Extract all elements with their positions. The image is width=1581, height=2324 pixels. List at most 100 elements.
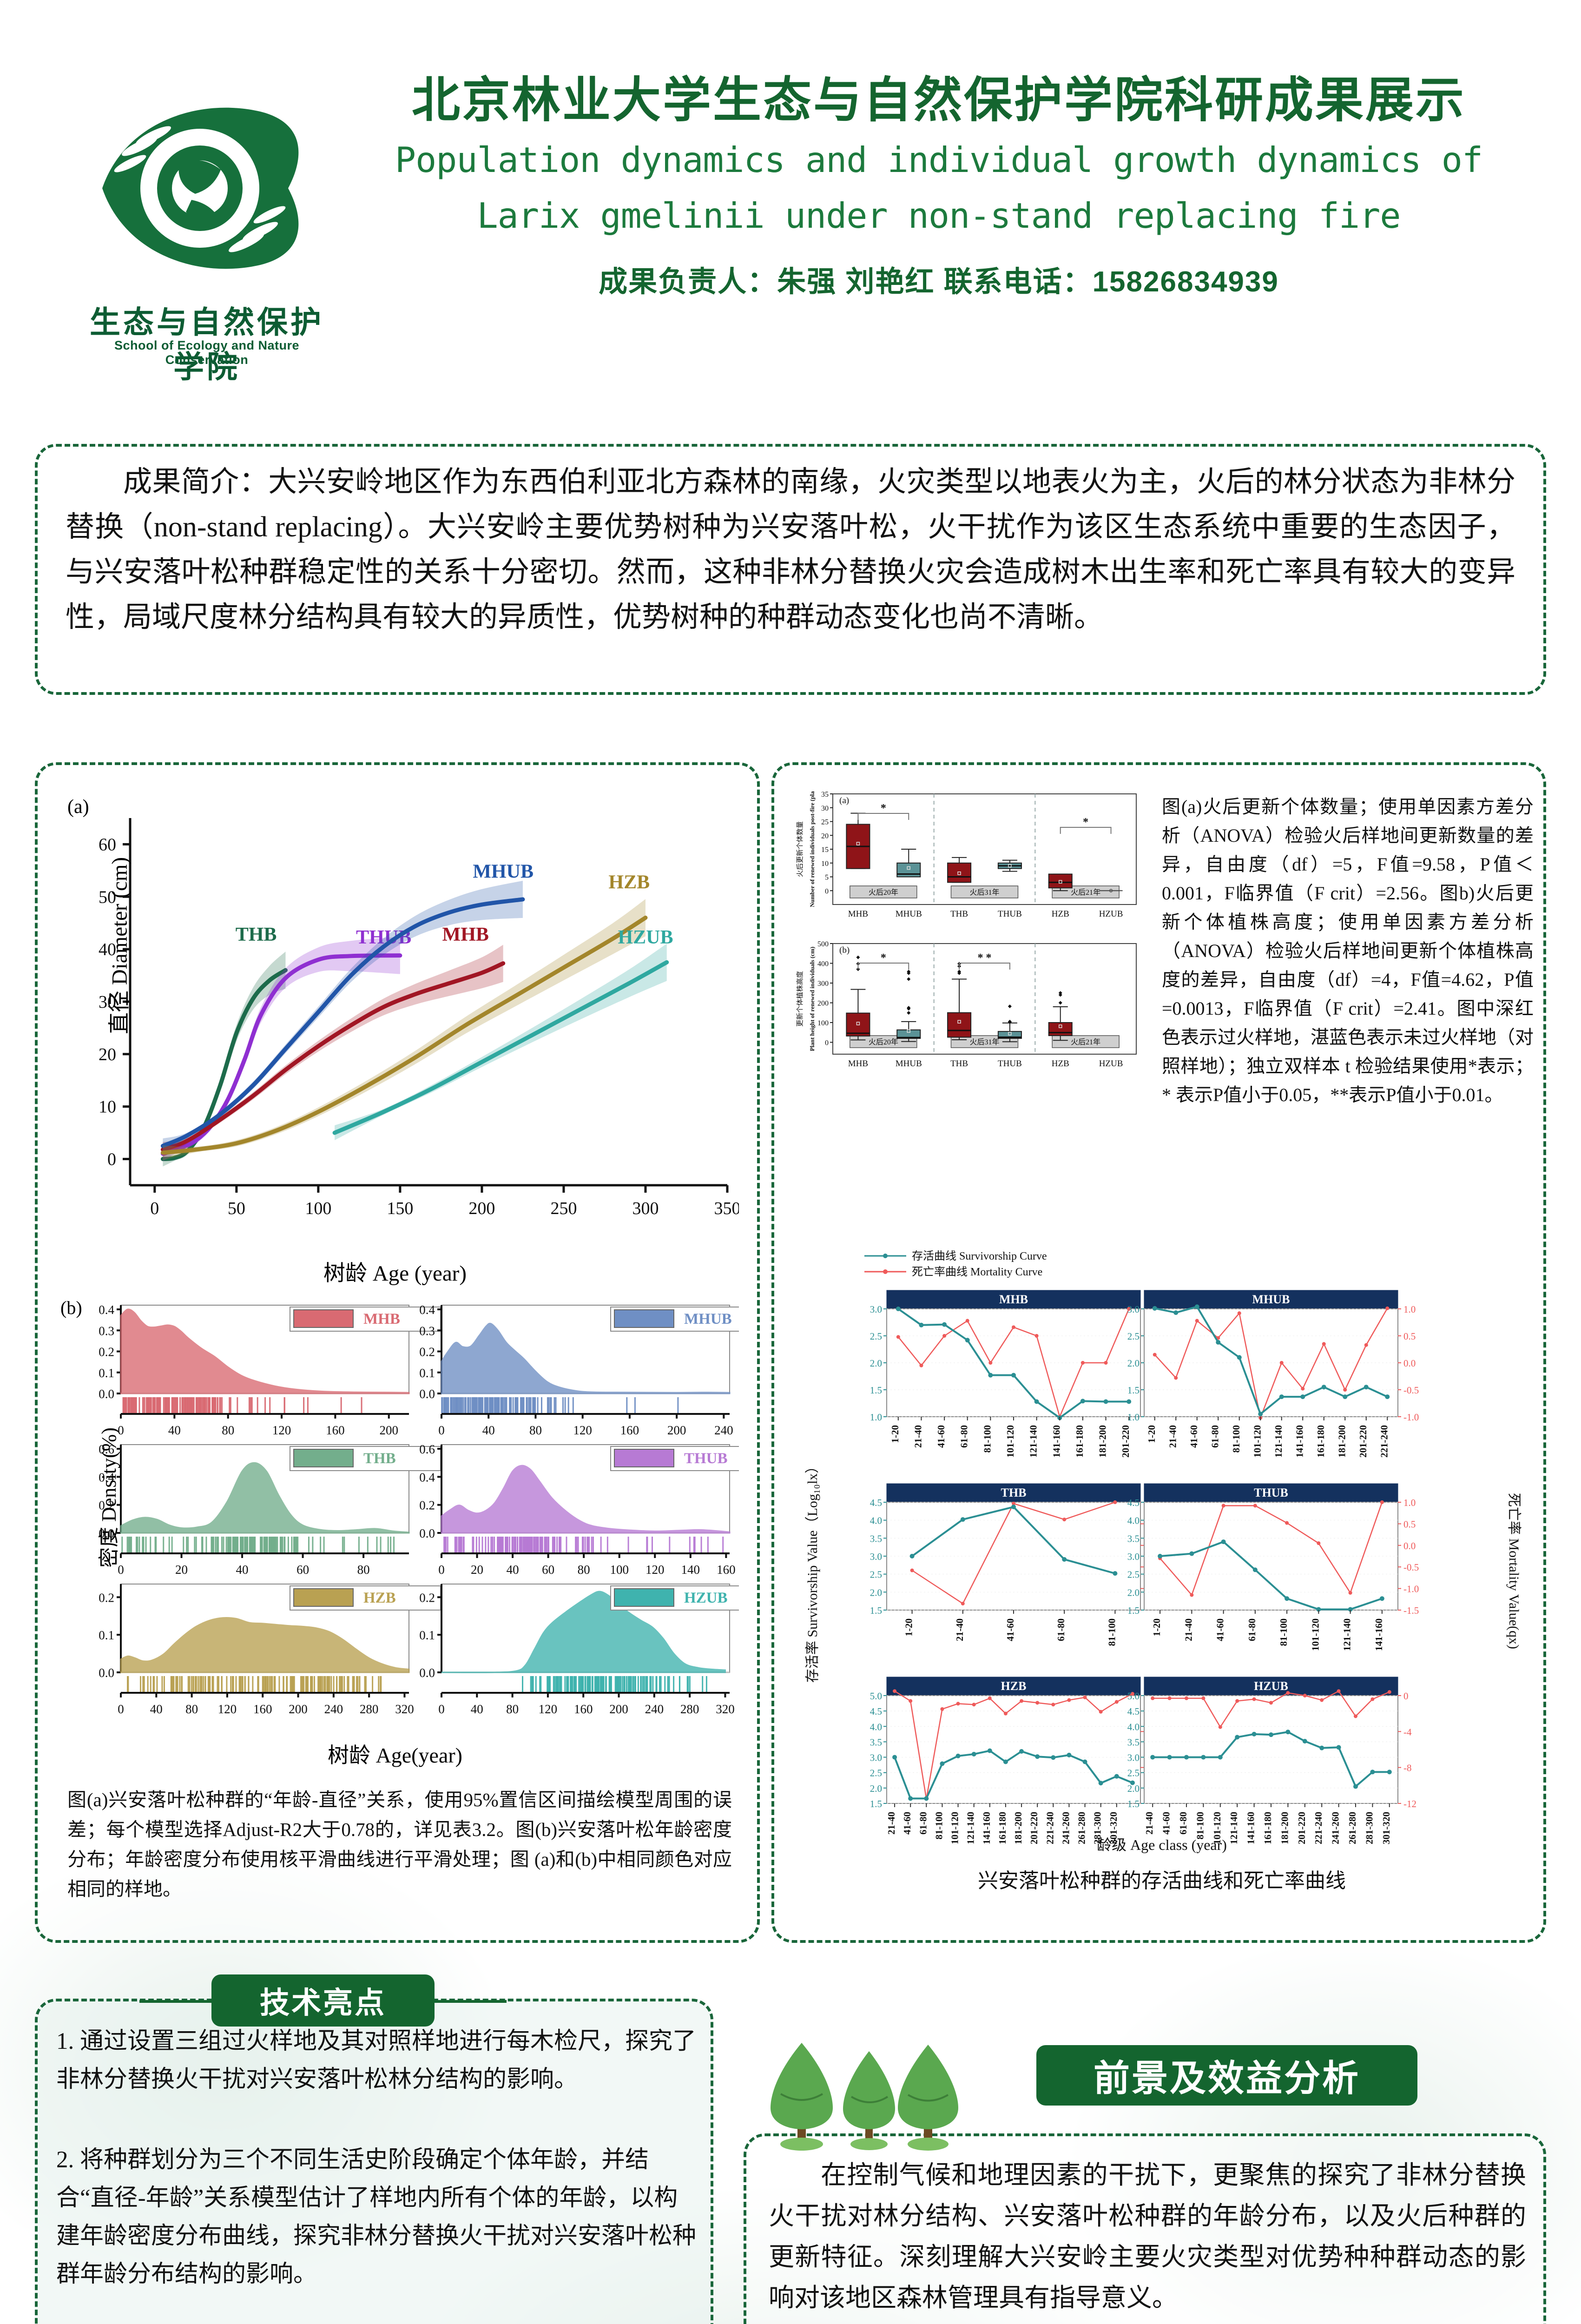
svg-text:160: 160	[326, 1423, 345, 1437]
svg-text:241-260: 241-260	[1060, 1812, 1071, 1844]
svg-text:40: 40	[168, 1423, 181, 1437]
svg-text:0.4: 0.4	[99, 1470, 114, 1484]
school-logo: 生态与自然保护学院 School of Ecology and Nature C…	[56, 84, 358, 384]
tech-badge-rule-right	[428, 2000, 507, 2003]
svg-text:241-260: 241-260	[1330, 1812, 1341, 1844]
svg-text:301-320: 301-320	[1381, 1812, 1392, 1844]
svg-text:Number of renewed individuals: Number of renewed individuals post-fire …	[809, 791, 816, 907]
svg-text:2.5: 2.5	[870, 1768, 882, 1779]
svg-text:4.0: 4.0	[1127, 1721, 1140, 1732]
svg-text:240: 240	[645, 1702, 664, 1716]
svg-text:* *: * *	[978, 952, 992, 964]
svg-text:HZUB: HZUB	[684, 1590, 728, 1606]
svg-text:火后31年: 火后31年	[969, 888, 999, 897]
figure-b-ylabel: 密度 Density(%)	[98, 1427, 120, 1568]
svg-text:181-200: 181-200	[1336, 1425, 1347, 1458]
svg-text:140: 140	[681, 1563, 700, 1577]
svg-text:161-180: 161-180	[997, 1812, 1008, 1844]
tech-highlights-title: 技术亮点	[211, 1974, 435, 2027]
svg-text:320: 320	[716, 1702, 735, 1716]
svg-text:火后21年: 火后21年	[1071, 1038, 1100, 1046]
svg-text:101-120: 101-120	[1310, 1618, 1321, 1651]
svg-text:60: 60	[99, 835, 116, 854]
svg-text:0.4: 0.4	[99, 1303, 114, 1317]
svg-text:THB: THB	[363, 1450, 396, 1467]
poster-title-cn: 北京林业大学生态与自然保护学院科研成果展示	[411, 73, 1466, 127]
svg-text:-1.0: -1.0	[1403, 1412, 1419, 1423]
svg-text:281-300: 281-300	[1092, 1812, 1103, 1844]
svg-text:240: 240	[324, 1702, 343, 1716]
svg-text:3.5: 3.5	[1127, 1736, 1140, 1748]
svg-text:181-200: 181-200	[1279, 1812, 1290, 1844]
svg-text:300: 300	[817, 980, 829, 988]
svg-text:THB: THB	[950, 1059, 968, 1069]
figure-survivorship-plot: 存活曲线 Survivorship Curve 死亡率曲线 Mortality C…	[805, 1250, 1522, 1853]
svg-text:0.2: 0.2	[99, 1499, 114, 1512]
logo-name-en: School of Ecology and Nature Conservatio…	[114, 338, 300, 367]
svg-text:41-60: 41-60	[1161, 1812, 1172, 1835]
svg-text:101-120: 101-120	[1212, 1812, 1223, 1844]
svg-text:100: 100	[305, 1199, 331, 1218]
svg-text:HZUB: HZUB	[1099, 1059, 1123, 1069]
svg-text:200: 200	[289, 1702, 308, 1716]
svg-text:死亡率曲线 Mortality Curve: 死亡率曲线 Mortality Curve	[912, 1266, 1042, 1278]
svg-text:80: 80	[222, 1423, 234, 1437]
svg-text:0: 0	[107, 1150, 116, 1169]
abstract-text: 成果简介：大兴安岭地区作为东西伯利亚北方森林的南缘，火灾类型以地表火为主，火后的…	[66, 466, 1515, 633]
svg-text:0.0: 0.0	[419, 1666, 435, 1680]
svg-text:240: 240	[714, 1423, 733, 1437]
svg-text:160: 160	[574, 1702, 593, 1716]
svg-text:0.3: 0.3	[99, 1324, 114, 1338]
figure-b-plot: 0.00.10.20.30.40 40 80 120 160 200MHB0.00.10.…	[99, 1303, 739, 1716]
svg-text:201-220: 201-220	[1028, 1812, 1040, 1844]
svg-text:10: 10	[99, 1097, 116, 1117]
svg-text:60: 60	[542, 1563, 554, 1577]
svg-text:221-240: 221-240	[1044, 1812, 1055, 1844]
svg-text:0.4: 0.4	[419, 1470, 435, 1484]
figure-survivorship: 存活曲线 Survivorship Curve 死亡率曲线 Mortality C…	[790, 1246, 1534, 1859]
svg-text:HZUB: HZUB	[1099, 909, 1123, 919]
svg-text:81-100: 81-100	[1106, 1618, 1117, 1646]
svg-text:1.5: 1.5	[1127, 1385, 1140, 1396]
svg-text:30: 30	[821, 805, 829, 812]
svg-text:41-60: 41-60	[1215, 1618, 1226, 1641]
svg-text:3.0: 3.0	[870, 1304, 882, 1315]
tech-highlights-box: 1. 通过设置三组过火样地及其对照样地进行每木检尺，探究了非林分替换火干扰对兴安…	[35, 1999, 713, 2324]
svg-text:1.5: 1.5	[1127, 1798, 1140, 1809]
svg-text:-0.5: -0.5	[1403, 1562, 1419, 1573]
svg-text:2.5: 2.5	[1127, 1331, 1140, 1342]
svg-text:81-100: 81-100	[982, 1425, 993, 1453]
svg-text:0.5: 0.5	[1403, 1331, 1416, 1342]
svg-text:-1.0: -1.0	[1403, 1584, 1419, 1595]
svg-text:20: 20	[471, 1563, 483, 1577]
svg-text:40: 40	[236, 1563, 249, 1577]
svg-text:1-20: 1-20	[1151, 1618, 1162, 1637]
svg-text:THB: THB	[950, 909, 968, 919]
svg-text:0: 0	[150, 1199, 159, 1218]
svg-text:3.0: 3.0	[870, 1551, 882, 1562]
svg-text:101-120: 101-120	[1252, 1425, 1263, 1458]
svg-text:200: 200	[468, 1199, 495, 1218]
svg-text:181-200: 181-200	[1013, 1812, 1024, 1844]
svg-text:Plant height of renewed indivi: Plant height of renewed individuals (cm)	[809, 947, 816, 1051]
svg-text:*: *	[881, 802, 886, 814]
svg-text:300: 300	[632, 1199, 659, 1218]
svg-text:61-80: 61-80	[1055, 1618, 1067, 1641]
svg-text:41-60: 41-60	[902, 1812, 913, 1835]
svg-text:5.0: 5.0	[870, 1690, 882, 1702]
svg-text:MHB: MHB	[363, 1311, 400, 1327]
svg-text:61-80: 61-80	[1178, 1812, 1189, 1835]
svg-text:121-140: 121-140	[1342, 1618, 1353, 1651]
svg-text:80: 80	[529, 1423, 542, 1437]
svg-text:21-40: 21-40	[1144, 1812, 1155, 1835]
svg-text:21-40: 21-40	[1167, 1425, 1178, 1448]
poster-title-en-line1: Population dynamics and individual growt…	[395, 139, 1483, 180]
svg-text:61-80: 61-80	[917, 1812, 929, 1835]
svg-text:30: 30	[99, 992, 116, 1012]
svg-text:3.5: 3.5	[1127, 1533, 1140, 1544]
svg-text:3.0: 3.0	[1127, 1551, 1140, 1562]
svg-text:2.5: 2.5	[1127, 1768, 1140, 1779]
svg-text:221-240: 221-240	[1313, 1812, 1324, 1844]
figure-a-tag: (a)	[67, 796, 89, 818]
svg-text:100: 100	[817, 1019, 829, 1027]
